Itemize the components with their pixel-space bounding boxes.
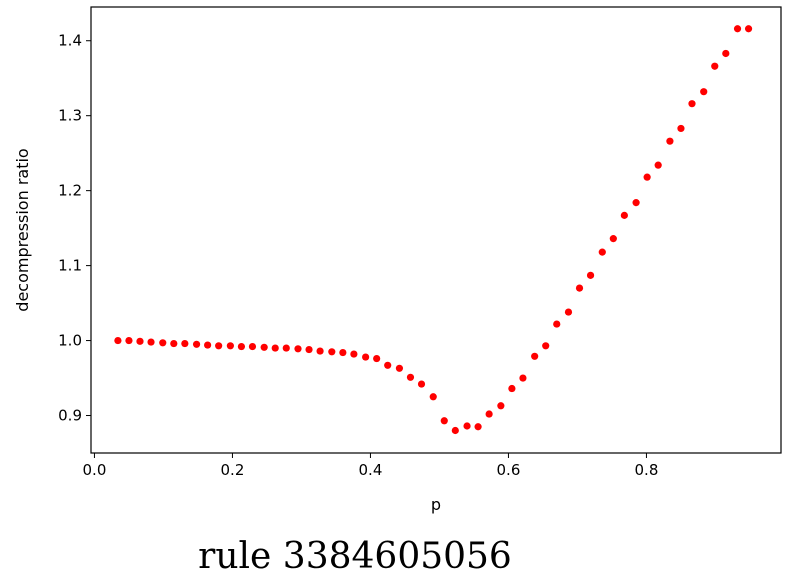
data-point <box>237 342 246 351</box>
data-point <box>485 410 493 418</box>
data-point <box>598 248 606 256</box>
data-point <box>474 423 482 431</box>
data-point <box>620 211 628 219</box>
x-tick-label: 0.4 <box>359 461 383 479</box>
data-point <box>350 350 358 358</box>
y-tick-label: 1.0 <box>58 332 82 350</box>
data-point <box>114 336 122 345</box>
data-point <box>260 343 268 351</box>
data-point <box>429 393 437 401</box>
data-point <box>248 342 257 351</box>
data-point <box>226 342 234 350</box>
data-point <box>305 345 313 354</box>
data-point <box>215 342 223 350</box>
data-point <box>440 417 448 425</box>
data-point <box>192 340 201 348</box>
data-point <box>677 124 685 133</box>
x-axis: 0.0 0.2 0.4 0.6 0.8 <box>83 453 659 479</box>
x-tick-label: 0.8 <box>635 461 659 479</box>
figure-caption: rule 3384605056 <box>198 536 512 577</box>
data-point <box>316 347 324 355</box>
data-point <box>159 339 167 347</box>
data-point <box>463 422 471 430</box>
data-point <box>733 25 742 33</box>
data-point <box>700 88 708 96</box>
data-point <box>406 373 415 381</box>
y-axis-label: decompression ratio <box>13 148 32 311</box>
data-point <box>497 402 505 410</box>
data-point <box>373 354 381 363</box>
data-point <box>688 100 696 108</box>
y-tick-label: 1.2 <box>58 182 82 200</box>
data-point <box>519 374 527 382</box>
data-point <box>586 271 595 279</box>
data-point <box>328 348 336 356</box>
data-point <box>170 339 178 348</box>
y-tick-label: 1.1 <box>58 257 82 275</box>
data-point <box>339 348 347 357</box>
y-tick-label: 0.9 <box>58 407 82 425</box>
data-point <box>575 284 584 292</box>
data-point <box>384 361 392 369</box>
data-point <box>282 344 290 352</box>
y-tick-label: 1.3 <box>58 107 82 125</box>
data-point <box>181 339 189 348</box>
data-point <box>125 336 133 345</box>
plot-area-frame <box>90 6 782 454</box>
x-axis-label: p <box>431 495 441 514</box>
data-point <box>508 384 516 393</box>
data-point <box>609 235 617 243</box>
x-tick-label: 0.2 <box>221 461 245 479</box>
data-point <box>632 199 640 207</box>
y-tick-label: 1.4 <box>58 32 82 50</box>
data-point <box>711 62 719 70</box>
data-point <box>395 364 404 372</box>
data-point <box>136 337 144 345</box>
data-point <box>294 345 302 353</box>
data-point <box>531 352 539 360</box>
x-tick-label: 0.0 <box>83 461 107 479</box>
data-point <box>553 320 561 328</box>
data-point <box>271 344 279 352</box>
data-point <box>722 49 730 58</box>
x-tick-label: 0.6 <box>497 461 521 479</box>
data-point <box>417 380 426 388</box>
data-point <box>147 338 155 346</box>
data-point <box>654 161 662 169</box>
data-point <box>666 137 674 145</box>
data-point <box>643 173 651 181</box>
data-points <box>114 25 753 435</box>
y-axis: 0.9 1.0 1.1 1.2 1.3 1.4 <box>58 32 91 425</box>
data-point <box>362 353 370 361</box>
data-point <box>204 341 212 349</box>
data-point <box>542 342 550 350</box>
data-point <box>744 25 753 33</box>
data-point <box>564 308 573 316</box>
data-point <box>451 426 459 435</box>
